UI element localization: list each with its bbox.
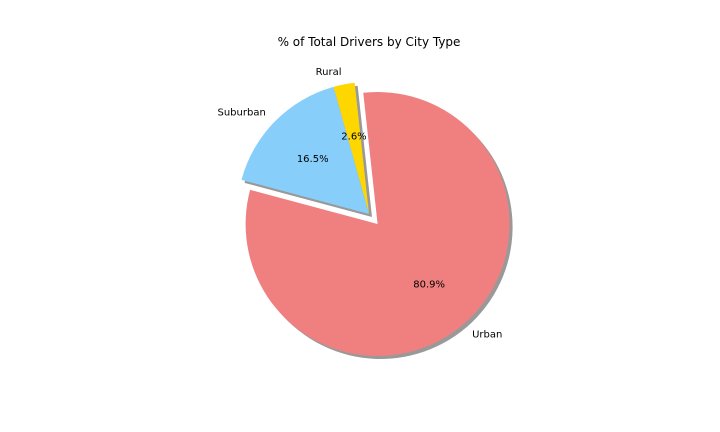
- chart-title: % of Total Drivers by City Type: [278, 35, 461, 49]
- slice-urban: [245, 92, 510, 357]
- pct-suburban: 16.5%: [297, 154, 329, 165]
- labels: Urban 80.9% Rural 2.6% Suburban 16.5%: [217, 67, 502, 341]
- slices: [241, 82, 510, 357]
- label-rural: Rural: [316, 67, 342, 78]
- pct-urban: 80.9%: [413, 280, 445, 291]
- slice-rural: [333, 82, 369, 214]
- label-urban: Urban: [472, 330, 502, 341]
- slice-suburban: [241, 86, 369, 214]
- label-suburban: Suburban: [217, 107, 265, 118]
- pct-rural: 2.6%: [341, 132, 366, 143]
